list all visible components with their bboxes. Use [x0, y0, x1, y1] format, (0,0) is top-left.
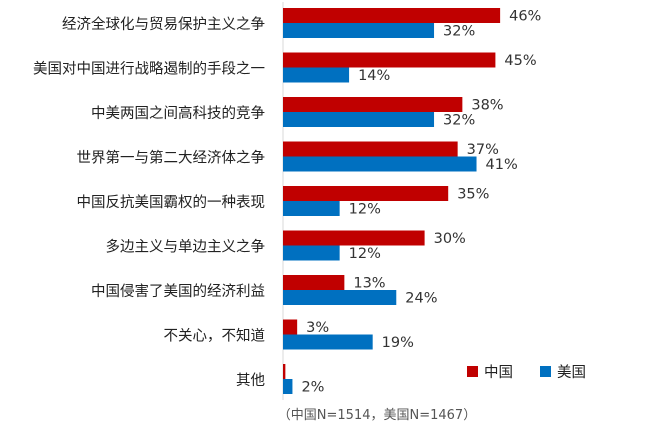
sample-size-note: （中国N=1514，美国N=1467）	[0, 404, 650, 423]
category-label: 中国侵害了美国的经济利益	[91, 283, 265, 300]
category-label: 不关心，不知道	[164, 328, 266, 345]
value-label-china: 3%	[306, 320, 329, 336]
category-label: 中国反抗美国霸权的一种表现	[77, 194, 266, 211]
category-label: 美国对中国进行战略遏制的手段之一	[33, 61, 265, 78]
value-label-china: 46%	[509, 9, 541, 25]
value-label-usa: 12%	[349, 202, 381, 218]
value-label-china: 13%	[353, 276, 385, 292]
legend-label-usa: 美国	[557, 364, 586, 381]
bar-usa	[283, 23, 435, 38]
bar-china	[283, 275, 345, 290]
bar-chart: 经济全球化与贸易保护主义之争 46% 32% 美国对中国进行战略遏制的手段之一 45% 1…	[33, 2, 586, 400]
bar-usa	[283, 290, 397, 305]
value-label-china: 38%	[471, 98, 503, 114]
bar-china	[283, 319, 298, 335]
category-label: 其他	[236, 372, 265, 389]
bar-china	[283, 141, 458, 157]
value-label-usa: 32%	[443, 113, 475, 129]
bar-china	[283, 8, 501, 23]
bar-china	[283, 364, 286, 379]
value-label-china: 35%	[457, 187, 489, 203]
bar-usa	[283, 334, 373, 350]
bar-usa	[283, 201, 340, 216]
bar-usa	[283, 156, 477, 172]
plot-area: 经济全球化与贸易保护主义之争 46% 32% 美国对中国进行战略遏制的手段之一 45% 1…	[33, 2, 541, 400]
bar-usa	[283, 67, 350, 83]
category-label: 经济全球化与贸易保护主义之争	[62, 15, 265, 33]
legend-swatch-china	[467, 366, 478, 377]
value-label-usa: 32%	[443, 24, 475, 40]
bar-china	[283, 186, 449, 201]
legend-swatch-usa	[540, 366, 551, 377]
bar-usa	[283, 379, 293, 394]
category-label: 中美两国之间高科技的竞争	[91, 104, 265, 122]
value-label-china: 30%	[434, 231, 466, 247]
value-label-usa: 12%	[349, 246, 381, 262]
value-label-china: 45%	[504, 53, 536, 69]
value-label-usa: 2%	[301, 380, 324, 396]
bar-usa	[283, 112, 435, 127]
bar-china	[283, 52, 496, 68]
category-label: 世界第一与第二大经济体之争	[77, 149, 266, 167]
value-label-china: 37%	[467, 142, 499, 158]
legend: 中国 美国	[467, 364, 586, 381]
bar-china	[283, 230, 425, 246]
sample-size-text: （中国N=1514，美国N=1467）	[277, 408, 477, 423]
value-label-usa: 19%	[382, 335, 414, 351]
value-label-usa: 14%	[358, 68, 390, 84]
bar-usa	[283, 245, 340, 261]
value-label-usa: 41%	[486, 157, 518, 173]
value-label-usa: 24%	[405, 291, 437, 307]
bar-china	[283, 97, 463, 112]
legend-label-china: 中国	[484, 364, 513, 381]
category-label: 多边主义与单边主义之争	[106, 238, 266, 256]
